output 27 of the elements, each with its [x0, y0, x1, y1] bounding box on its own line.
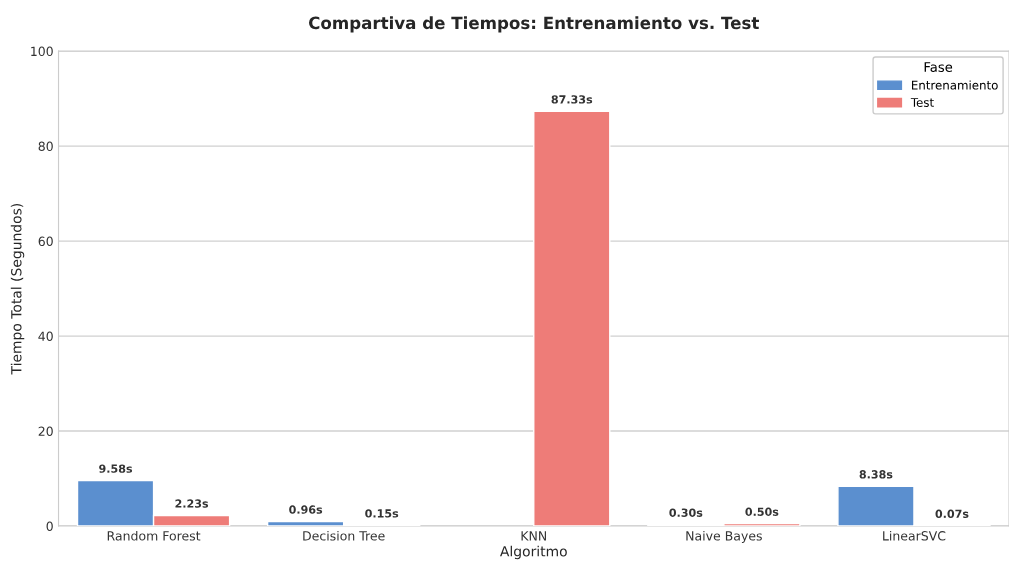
data-label: 2.23s: [175, 499, 209, 508]
y-tick-label: 20: [38, 426, 53, 436]
data-label: 0.96s: [289, 505, 323, 514]
legend-title: Fase: [924, 62, 953, 72]
x-axis-title: Algoritmo: [500, 545, 567, 560]
data-label: 0.30s: [669, 508, 703, 517]
y-axis-title: Tiempo Total (Segundos): [10, 203, 25, 375]
legend-label: Test: [910, 98, 934, 107]
bar: [533, 110, 611, 527]
x-tick-label: Naive Bayes: [686, 530, 762, 543]
x-tick-label: LinearSVC: [883, 530, 946, 541]
data-label: 8.38s: [859, 470, 893, 479]
y-tick-label: 80: [38, 141, 53, 152]
y-tick-label: 100: [31, 46, 53, 57]
y-tick-label: 60: [38, 236, 53, 247]
y-tick-label: 0: [46, 521, 53, 531]
x-tick-label: KNN: [521, 531, 546, 541]
x-tick-label: Random Forest: [107, 530, 201, 541]
data-label: 9.58s: [99, 464, 133, 473]
data-label: 0.15s: [365, 509, 399, 518]
chart-title: Compartiva de Tiempos: Entrenamiento vs. Test: [309, 16, 759, 33]
y-tick-label: 40: [38, 331, 53, 341]
data-label: 0.07s: [935, 509, 969, 518]
legend-label: Entrenamiento: [912, 80, 998, 90]
data-label: 87.33s: [551, 95, 593, 104]
data-label: 0.50s: [745, 507, 779, 516]
x-tick-label: Decision Tree: [303, 530, 385, 541]
